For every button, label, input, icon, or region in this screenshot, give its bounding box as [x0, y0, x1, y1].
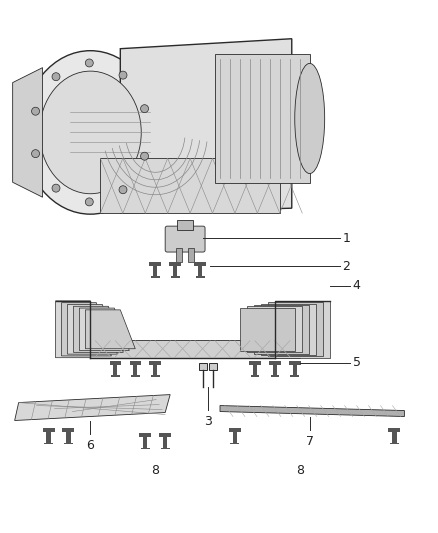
Bar [198, 265, 202, 276]
Polygon shape [79, 308, 129, 351]
Polygon shape [14, 394, 170, 421]
Bar [389, 429, 400, 432]
Ellipse shape [39, 71, 141, 193]
Bar [100, 158, 280, 213]
Polygon shape [275, 301, 330, 358]
Bar [110, 361, 121, 365]
Bar [293, 365, 297, 375]
Bar [271, 375, 279, 377]
Text: 7: 7 [306, 435, 314, 448]
FancyBboxPatch shape [165, 226, 205, 252]
Bar [130, 361, 141, 365]
Circle shape [119, 185, 127, 193]
Text: 5: 5 [353, 356, 360, 369]
Circle shape [32, 150, 39, 158]
Bar [90, 340, 300, 358]
Polygon shape [254, 305, 309, 353]
Bar [290, 375, 299, 377]
Bar [176, 248, 182, 262]
Bar [233, 432, 237, 442]
Bar [153, 365, 157, 375]
Polygon shape [67, 304, 117, 354]
Bar [249, 361, 261, 365]
Bar [151, 375, 159, 377]
Bar [215, 54, 310, 183]
Bar [289, 361, 300, 365]
Bar [66, 432, 71, 442]
Bar [230, 442, 240, 445]
Bar [273, 365, 277, 375]
Bar [169, 262, 181, 265]
Polygon shape [13, 68, 42, 197]
Bar [251, 375, 259, 377]
Bar [149, 262, 161, 265]
Ellipse shape [23, 51, 158, 214]
Bar [151, 276, 160, 278]
Polygon shape [261, 304, 316, 355]
Text: 3: 3 [204, 415, 212, 427]
Text: 4: 4 [353, 279, 360, 293]
Circle shape [32, 107, 39, 115]
Bar [133, 365, 138, 375]
Text: 2: 2 [343, 260, 350, 272]
Bar [390, 442, 399, 445]
Bar [161, 448, 170, 449]
Bar [44, 442, 53, 445]
Polygon shape [56, 301, 106, 358]
Polygon shape [268, 302, 323, 357]
Text: 6: 6 [86, 439, 94, 453]
Ellipse shape [295, 63, 325, 174]
Polygon shape [85, 310, 135, 349]
Bar [199, 362, 207, 370]
Bar [209, 362, 217, 370]
Bar [46, 432, 51, 442]
Bar [159, 433, 171, 437]
Circle shape [52, 184, 60, 192]
Bar [113, 365, 117, 375]
Bar [173, 265, 177, 276]
Bar [194, 262, 206, 265]
Bar [196, 276, 205, 278]
Bar [188, 248, 194, 262]
Bar [253, 365, 257, 375]
Bar [229, 429, 241, 432]
Bar [153, 265, 157, 276]
Circle shape [85, 59, 93, 67]
Circle shape [119, 71, 127, 79]
Bar [64, 442, 73, 445]
Text: 1: 1 [343, 232, 350, 245]
Bar [131, 375, 140, 377]
Text: 8: 8 [151, 464, 159, 478]
Bar [111, 375, 120, 377]
Bar [139, 433, 151, 437]
Bar [63, 429, 74, 432]
Circle shape [52, 72, 60, 80]
Bar [42, 429, 54, 432]
Bar [177, 220, 193, 230]
Bar [392, 432, 397, 442]
Polygon shape [240, 308, 295, 351]
Polygon shape [247, 306, 302, 352]
Polygon shape [74, 306, 124, 352]
Bar [143, 437, 148, 448]
Polygon shape [220, 406, 404, 416]
Bar [163, 437, 167, 448]
Bar [141, 448, 150, 449]
Text: 8: 8 [296, 464, 304, 478]
Circle shape [141, 152, 148, 160]
Bar [149, 361, 161, 365]
Circle shape [141, 104, 148, 112]
Circle shape [85, 198, 93, 206]
Bar [269, 361, 281, 365]
Polygon shape [61, 303, 111, 356]
Bar [171, 276, 180, 278]
Polygon shape [120, 39, 292, 213]
